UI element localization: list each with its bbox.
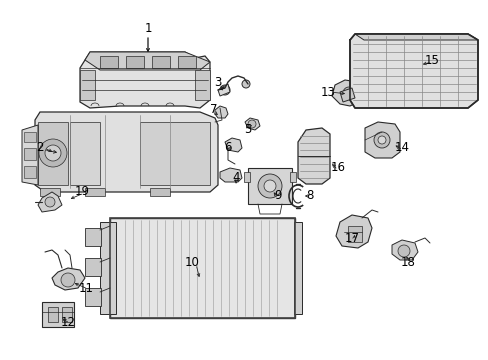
Text: 8: 8 xyxy=(305,189,313,202)
Circle shape xyxy=(61,273,75,287)
Polygon shape xyxy=(22,125,38,185)
Text: 14: 14 xyxy=(394,141,408,154)
Polygon shape xyxy=(215,106,227,118)
Bar xyxy=(24,132,36,142)
Circle shape xyxy=(346,90,351,96)
Polygon shape xyxy=(297,128,329,184)
Circle shape xyxy=(247,120,256,128)
Text: 15: 15 xyxy=(424,54,439,67)
Bar xyxy=(289,172,295,182)
Text: 16: 16 xyxy=(330,162,345,175)
Text: 5: 5 xyxy=(244,123,251,136)
Circle shape xyxy=(45,145,61,161)
Bar xyxy=(152,56,170,68)
Text: 1: 1 xyxy=(144,22,151,35)
Bar xyxy=(48,307,58,322)
Polygon shape xyxy=(80,52,209,108)
Text: 2: 2 xyxy=(36,141,43,154)
Text: 9: 9 xyxy=(274,189,281,202)
Bar xyxy=(85,258,101,276)
Circle shape xyxy=(264,180,275,192)
Bar xyxy=(40,188,60,196)
Polygon shape xyxy=(140,122,209,185)
Circle shape xyxy=(220,85,229,95)
Bar xyxy=(24,166,36,178)
Polygon shape xyxy=(335,215,371,248)
Bar xyxy=(293,222,302,314)
Circle shape xyxy=(342,87,354,99)
Bar xyxy=(195,70,209,100)
Polygon shape xyxy=(357,92,369,104)
Text: 11: 11 xyxy=(79,282,93,294)
Bar xyxy=(100,56,118,68)
Bar xyxy=(100,222,116,314)
Bar xyxy=(85,288,101,306)
Bar xyxy=(110,218,294,318)
Polygon shape xyxy=(354,34,477,40)
Bar xyxy=(126,56,143,68)
Bar xyxy=(347,226,361,242)
Circle shape xyxy=(39,139,67,167)
Bar xyxy=(24,148,36,160)
Circle shape xyxy=(258,174,282,198)
Bar xyxy=(85,188,105,196)
Text: 13: 13 xyxy=(320,85,335,99)
Polygon shape xyxy=(224,138,242,152)
Polygon shape xyxy=(52,268,85,290)
Text: 7: 7 xyxy=(210,104,217,117)
Text: 4: 4 xyxy=(232,171,239,184)
Polygon shape xyxy=(391,240,417,260)
Text: 10: 10 xyxy=(184,256,199,269)
Bar xyxy=(244,172,249,182)
Circle shape xyxy=(45,197,55,207)
Bar xyxy=(42,302,74,327)
Text: 19: 19 xyxy=(74,185,89,198)
Polygon shape xyxy=(339,88,354,102)
Bar xyxy=(150,188,170,196)
Bar xyxy=(110,218,294,318)
Text: 6: 6 xyxy=(224,141,231,154)
Polygon shape xyxy=(349,34,477,108)
Polygon shape xyxy=(85,52,209,70)
Circle shape xyxy=(397,245,409,257)
Text: 17: 17 xyxy=(344,231,359,244)
Polygon shape xyxy=(220,168,242,182)
Text: 3: 3 xyxy=(214,76,221,89)
Bar xyxy=(178,56,196,68)
Polygon shape xyxy=(364,122,399,158)
Bar xyxy=(85,228,101,246)
Bar xyxy=(247,168,291,204)
Bar xyxy=(80,70,95,100)
Polygon shape xyxy=(38,192,62,212)
Polygon shape xyxy=(38,122,68,185)
Circle shape xyxy=(377,136,385,144)
Polygon shape xyxy=(218,84,229,96)
Polygon shape xyxy=(331,80,363,106)
Circle shape xyxy=(242,80,249,88)
Circle shape xyxy=(373,132,389,148)
Polygon shape xyxy=(70,122,100,185)
Bar xyxy=(62,307,72,322)
Polygon shape xyxy=(244,118,260,130)
Polygon shape xyxy=(35,112,218,192)
Text: 18: 18 xyxy=(400,256,415,269)
Text: 12: 12 xyxy=(61,315,75,328)
